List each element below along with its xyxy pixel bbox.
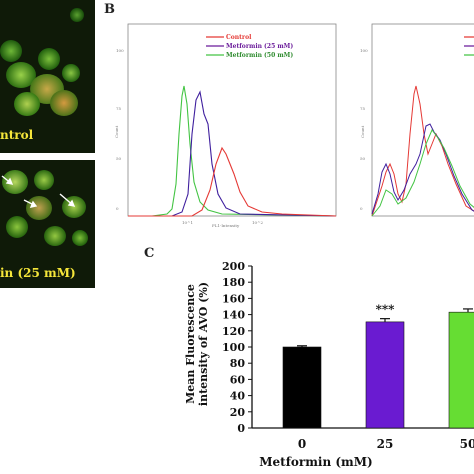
x-tick-label: 0 — [298, 437, 306, 451]
y-tick-label: 140 — [222, 309, 245, 322]
x-tick-label: 50 — [460, 437, 474, 451]
bar-25 — [365, 321, 405, 429]
legend-label-metformin-50: Metformin (50 mM) — [226, 52, 293, 59]
svg-text:FL1-Intensity: FL1-Intensity — [212, 223, 240, 228]
y-tick-label: 160 — [222, 292, 245, 305]
svg-text:75: 75 — [116, 106, 122, 111]
bar-0 — [282, 346, 322, 429]
legend-label-metformin-25: Metformin (25 mM) — [226, 43, 293, 50]
y-tick-label: 180 — [222, 276, 245, 289]
panel-letter-b: B — [104, 2, 115, 17]
svg-text:10^2: 10^2 — [252, 220, 263, 225]
y-tick-label: 80 — [230, 357, 246, 370]
svg-text:50: 50 — [116, 156, 122, 161]
y-tick-label: 20 — [230, 406, 246, 419]
legend-label-control: Control — [226, 34, 252, 41]
y-tick-label: 200 — [222, 260, 245, 273]
legend: Control Metformin (25 mM) Metformin (50 … — [206, 34, 293, 59]
x-tick-label: 25 — [377, 437, 394, 451]
flow-histogram-left: 100 75 50 0 10^1 10^2 FL1-Intensity Count Con… — [114, 23, 337, 228]
micrograph-label-control: ntrol — [0, 128, 34, 142]
flow-histogram-right: 100 75 50 0 Count — [360, 23, 474, 217]
svg-text:10^1: 10^1 — [182, 220, 193, 225]
svg-text:0: 0 — [116, 206, 119, 211]
micrograph-metformin: in (25 mM) — [0, 160, 95, 288]
x-axis-label: Metformin (mM) — [259, 455, 372, 469]
svg-text:100: 100 — [116, 48, 124, 53]
panel-letter-c: C — [144, 246, 155, 261]
micrograph-label-metformin: in (25 mM) — [0, 266, 76, 280]
svg-text:Count: Count — [114, 125, 119, 138]
bar-chart: 0 20 40 60 80 100 120 140 160 180 200 0 25 *** 50 Mea… — [184, 260, 474, 469]
arrow-icons — [1, 175, 76, 208]
micrograph-control: ntrol — [0, 0, 95, 153]
svg-text:50: 50 — [360, 156, 366, 161]
bar-50 — [448, 311, 474, 429]
svg-text:0: 0 — [360, 206, 363, 211]
y-tick-label: 0 — [237, 422, 245, 435]
y-axis-label: Mean Fluorescenceintensity of AVO (%) — [184, 282, 210, 406]
svg-text:Count: Count — [360, 125, 365, 138]
y-tick-label: 100 — [222, 341, 245, 354]
y-tick-label: 60 — [230, 373, 246, 386]
svg-text:75: 75 — [360, 106, 366, 111]
y-tick-label: 40 — [230, 390, 246, 403]
y-tick-label: 120 — [222, 325, 245, 338]
significance-label: *** — [376, 303, 396, 317]
svg-text:100: 100 — [360, 48, 368, 53]
